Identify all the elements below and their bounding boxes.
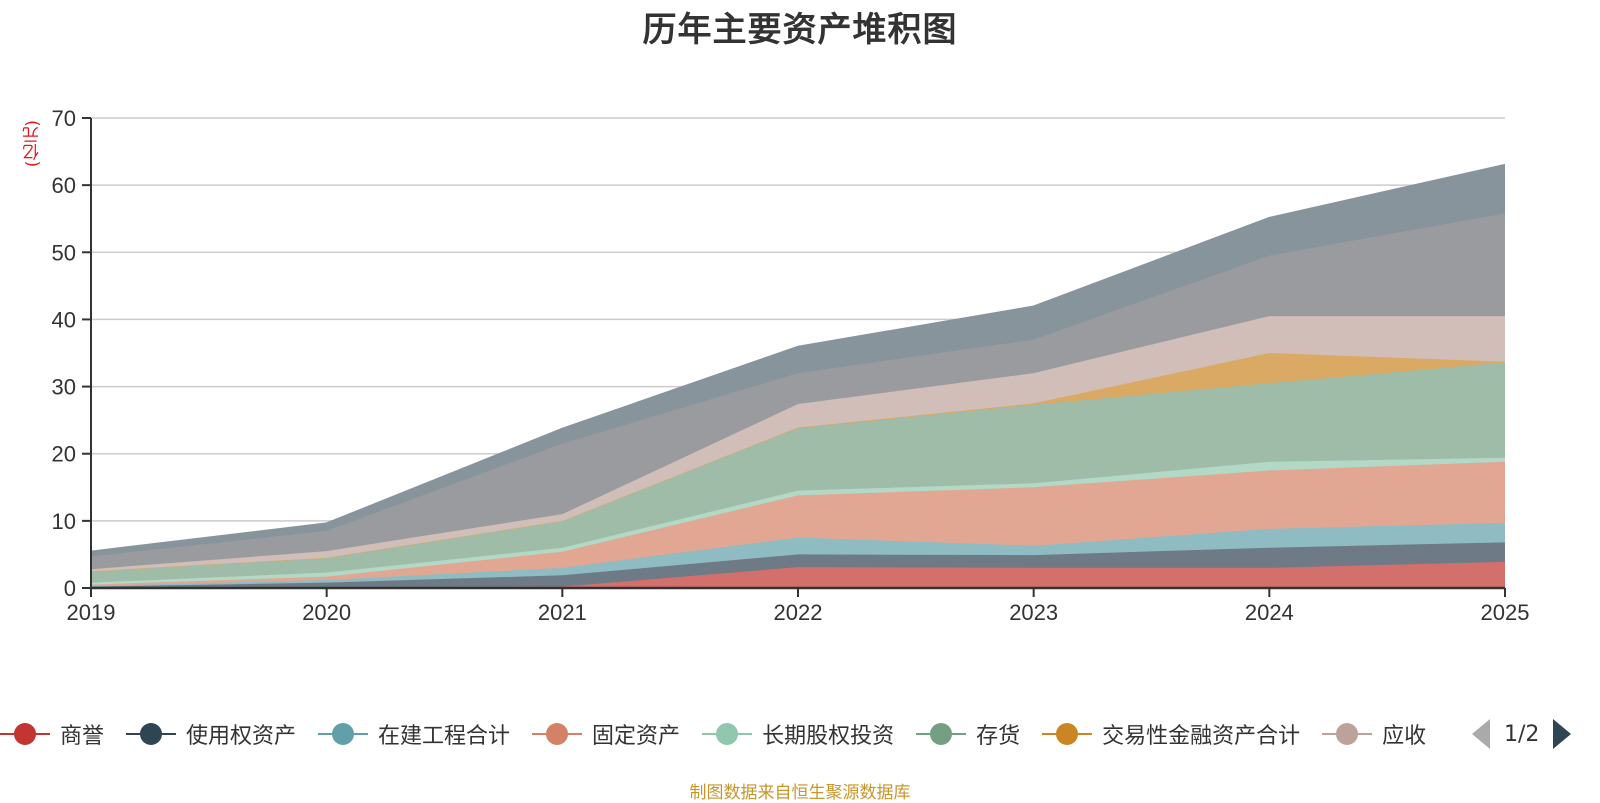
x-tick-label: 2023 bbox=[1009, 600, 1058, 625]
x-tick-label: 2021 bbox=[538, 600, 587, 625]
legend-label: 应收 bbox=[1382, 724, 1427, 749]
x-tick-label: 2025 bbox=[1481, 600, 1530, 625]
chart-title: 历年主要资产堆积图 bbox=[642, 10, 958, 50]
legend-item[interactable]: 在建工程合计 bbox=[318, 718, 510, 750]
y-tick-label: 70 bbox=[52, 106, 76, 131]
legend-marker-icon bbox=[1322, 722, 1373, 746]
legend-item[interactable]: 商誉 bbox=[0, 718, 104, 750]
y-tick-label: 40 bbox=[52, 307, 76, 332]
stacked-area-chart: 0 10 20 30 40 50 60 70 2019 2020 2021 2022 2023 2024 2… bbox=[52, 106, 1530, 625]
legend-item[interactable]: 长期股权投资 bbox=[702, 718, 894, 750]
legend-item[interactable]: 交易性金融资产合计 bbox=[1042, 718, 1300, 750]
y-tick-label: 50 bbox=[52, 240, 76, 265]
legend-marker-icon bbox=[702, 722, 753, 746]
y-tick-label: 0 bbox=[64, 576, 76, 601]
area-series-7[interactable] bbox=[91, 316, 1505, 572]
area-series-1[interactable] bbox=[91, 542, 1505, 588]
legend-marker-icon bbox=[0, 722, 50, 746]
legend-marker-icon bbox=[1042, 722, 1093, 746]
legend: 商誉 使用权资产 在建工程合计 固定资产 长期股权投资 存货 交易性金融资产合计 应收 bbox=[0, 716, 1470, 752]
legend-label: 在建工程合计 bbox=[378, 724, 511, 749]
y-tick-label: 20 bbox=[52, 442, 76, 467]
legend-page-info: 1/2 bbox=[1504, 721, 1540, 747]
source-note: 制图数据来自恒生聚源数据库 bbox=[689, 783, 911, 803]
x-tick-label: 2019 bbox=[67, 600, 116, 625]
legend-marker-icon bbox=[916, 722, 967, 746]
triangle-left-icon[interactable] bbox=[1472, 719, 1490, 749]
area-series-3[interactable] bbox=[91, 461, 1505, 586]
x-tick-label: 2020 bbox=[302, 600, 351, 625]
series-line-9 bbox=[90, 163, 1506, 552]
area-series-5[interactable] bbox=[91, 362, 1505, 583]
x-tick-label: 2024 bbox=[1245, 600, 1294, 625]
legend-item[interactable]: 使用权资产 bbox=[126, 718, 296, 750]
legend-label: 交易性金融资产合计 bbox=[1102, 724, 1301, 749]
x-tick-label: 2022 bbox=[774, 600, 823, 625]
legend-label: 使用权资产 bbox=[186, 724, 297, 749]
legend-pager: 1/2 bbox=[1472, 716, 1572, 752]
legend-item[interactable]: 应收 bbox=[1322, 718, 1426, 750]
area-series-9[interactable] bbox=[91, 164, 1505, 557]
area-series-6[interactable] bbox=[91, 353, 1505, 572]
area-series-0[interactable] bbox=[91, 561, 1505, 588]
legend-item[interactable]: 存货 bbox=[916, 718, 1020, 750]
y-tick-label: 60 bbox=[52, 173, 76, 198]
triangle-right-icon[interactable] bbox=[1553, 719, 1572, 749]
area-series-8[interactable] bbox=[91, 213, 1505, 570]
legend-marker-icon bbox=[318, 722, 369, 746]
area-series-2[interactable] bbox=[91, 522, 1505, 587]
legend-label: 存货 bbox=[976, 724, 1021, 749]
area-layers bbox=[90, 163, 1506, 589]
legend-marker-icon bbox=[532, 722, 583, 746]
y-tick-label: 30 bbox=[52, 375, 76, 400]
y-tick-label: 10 bbox=[52, 509, 76, 534]
legend-label: 长期股权投资 bbox=[762, 724, 895, 749]
legend-label: 固定资产 bbox=[592, 724, 681, 749]
legend-label: 商誉 bbox=[60, 724, 105, 749]
legend-item[interactable]: 固定资产 bbox=[532, 718, 680, 750]
legend-marker-icon bbox=[126, 722, 177, 746]
axes: 0 10 20 30 40 50 60 70 2019 2020 2021 2022 2023 2024 2… bbox=[52, 106, 1530, 625]
